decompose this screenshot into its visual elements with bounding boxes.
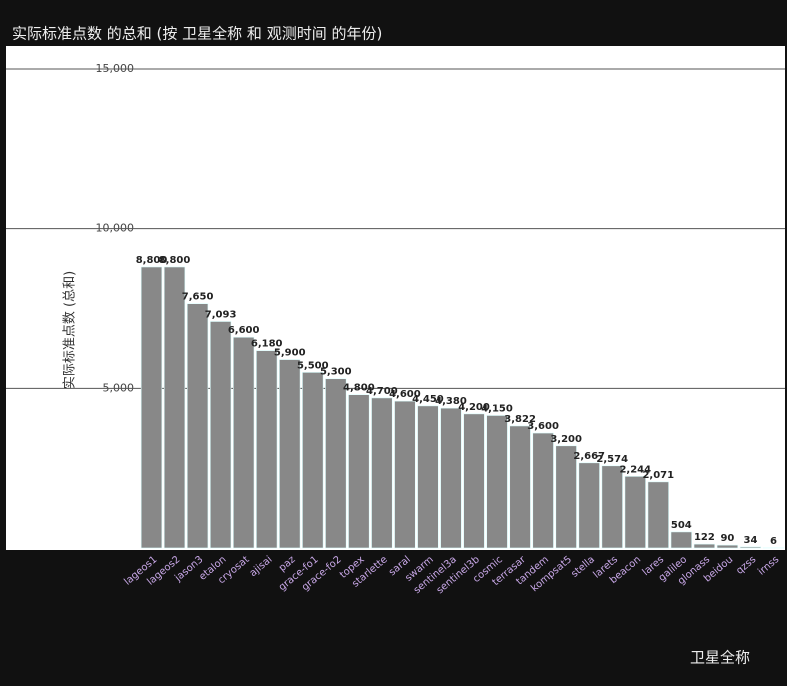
bar <box>693 543 716 549</box>
value-label: 122 <box>694 532 715 543</box>
value-label: 4,600 <box>389 389 421 400</box>
bar <box>417 405 439 549</box>
value-label: 3,600 <box>527 421 559 432</box>
value-label: 7,650 <box>182 292 214 303</box>
value-label: 3,200 <box>550 434 582 445</box>
value-label: 4,380 <box>435 396 467 407</box>
value-label: 2,574 <box>596 454 628 465</box>
bar <box>232 336 255 549</box>
bar <box>209 321 232 549</box>
value-label: 4,450 <box>412 394 444 405</box>
bar <box>739 546 762 549</box>
x-axis-label: 卫星全称 <box>690 649 750 667</box>
value-label: 8,800 <box>136 255 168 266</box>
bar <box>348 394 370 549</box>
chart-title: 实际标准点数 的总和 (按 卫星全称 和 观测时间 的年份) <box>12 25 382 43</box>
value-label: 4,150 <box>481 403 513 414</box>
value-label: 2,667 <box>573 451 605 462</box>
value-label: 8,800 <box>159 255 191 266</box>
value-label: 6 <box>770 536 777 547</box>
value-label: 4,800 <box>343 383 375 394</box>
value-label: 5,900 <box>274 348 306 359</box>
value-label: 7,093 <box>205 309 237 320</box>
bar <box>670 531 693 549</box>
bar <box>440 407 462 549</box>
value-label: 90 <box>720 533 734 544</box>
value-label: 6,600 <box>228 325 260 336</box>
bar <box>624 476 646 549</box>
value-label: 5,300 <box>320 367 352 378</box>
bar <box>463 413 485 549</box>
bar <box>325 378 347 549</box>
bar <box>716 544 739 549</box>
bar <box>279 359 301 549</box>
bar <box>302 372 324 549</box>
bar <box>163 266 186 549</box>
value-label: 34 <box>743 535 757 546</box>
bar <box>647 481 669 549</box>
bar <box>256 350 278 549</box>
value-label: 5,500 <box>297 360 329 371</box>
value-label: 2,071 <box>642 470 674 481</box>
value-label: 4,700 <box>366 386 398 397</box>
bar <box>555 445 577 549</box>
bar <box>509 425 531 549</box>
bar <box>394 400 416 549</box>
value-label: 6,180 <box>251 339 283 350</box>
value-label: 3,822 <box>504 414 536 425</box>
value-label: 504 <box>671 520 692 531</box>
bar <box>601 465 623 549</box>
value-label: 4,200 <box>458 402 490 413</box>
value-label: 2,244 <box>619 464 651 475</box>
bar <box>186 303 209 549</box>
y-axis-label: 实际标准点数 (总和) <box>63 271 78 389</box>
bar <box>532 432 554 549</box>
bar <box>371 397 393 549</box>
bar <box>140 266 163 549</box>
bar <box>486 415 508 549</box>
bar <box>578 462 600 549</box>
